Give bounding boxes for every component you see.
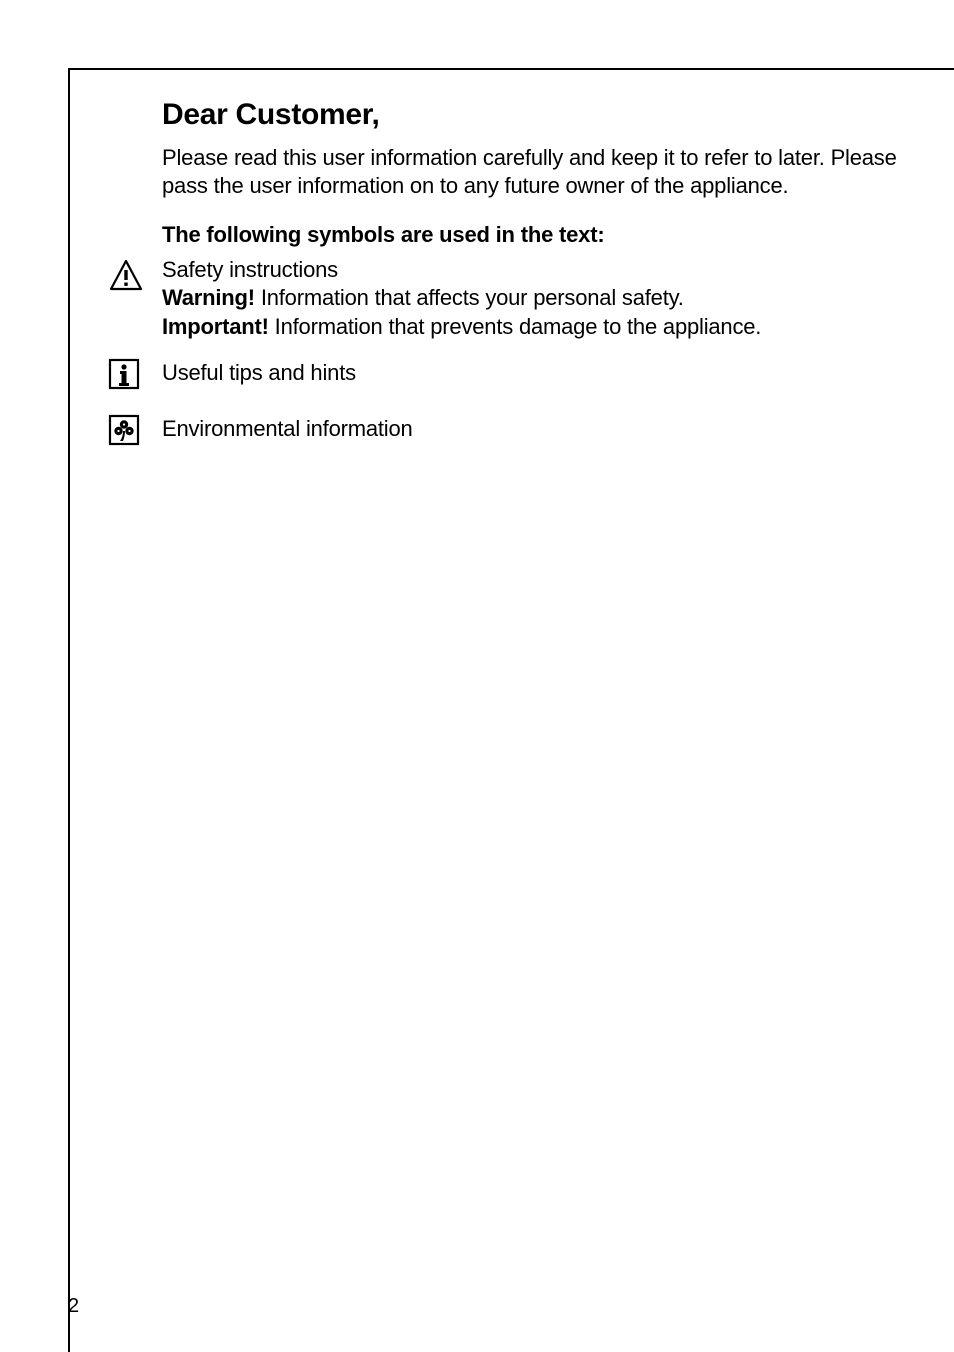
clover-icon <box>108 414 140 446</box>
safety-warning-label: Warning! <box>162 285 255 310</box>
page-frame: Dear Customer, Please read this user inf… <box>68 68 954 1352</box>
safety-line1: Safety instructions <box>162 257 338 282</box>
symbol-row-tips: Useful tips and hints <box>162 359 924 387</box>
symbol-text-environment: Environmental information <box>162 415 924 443</box>
info-icon <box>108 358 140 390</box>
symbol-row-environment: Environmental information <box>162 415 924 443</box>
page-heading: Dear Customer, <box>162 98 924 132</box>
warning-triangle-icon <box>108 258 144 294</box>
safety-important-label: Important! <box>162 314 269 339</box>
tips-line1: Useful tips and hints <box>162 360 356 385</box>
safety-important-text: Information that prevents damage to the … <box>269 314 761 339</box>
intro-paragraph: Please read this user information carefu… <box>162 144 924 200</box>
symbol-text-safety: Safety instructions Warning! Information… <box>162 256 924 340</box>
page-number: 2 <box>68 1295 79 1318</box>
safety-warning-text: Information that affects your personal s… <box>255 285 684 310</box>
content-block: Dear Customer, Please read this user inf… <box>70 70 954 443</box>
symbol-row-safety: Safety instructions Warning! Information… <box>162 256 924 340</box>
environment-line1: Environmental information <box>162 416 413 441</box>
symbols-subheading: The following symbols are used in the te… <box>162 222 924 248</box>
symbol-text-tips: Useful tips and hints <box>162 359 924 387</box>
